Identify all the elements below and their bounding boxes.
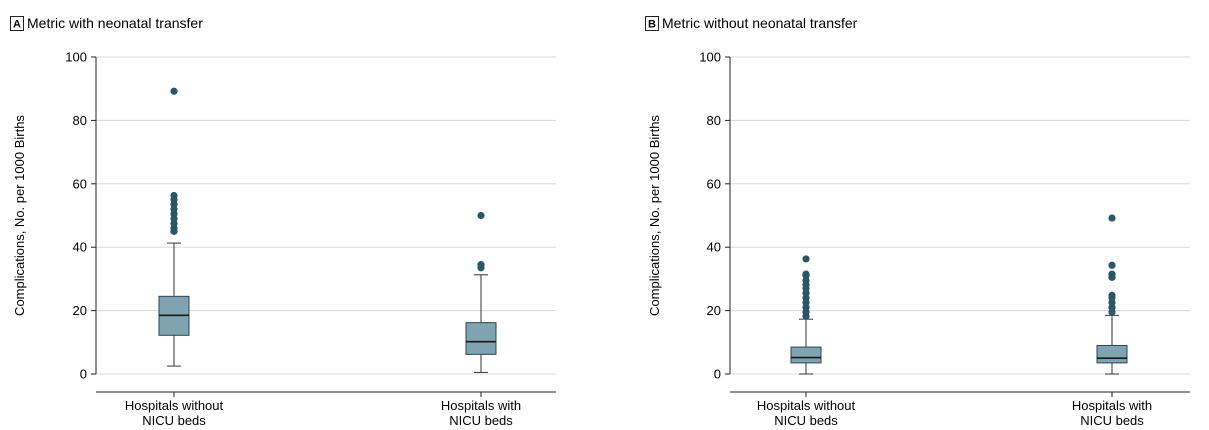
panel-letter-box [645,16,659,31]
y-axis-label: Complications, No. per 1000 Births [12,115,27,316]
y-tick-label: 40 [707,240,721,255]
box-group [1096,214,1128,397]
x-category-label: NICU beds [774,413,838,428]
outlier-point [170,191,178,200]
outlier-point [802,255,810,263]
y-tick-label: 20 [73,303,87,318]
box-group [465,211,497,397]
panel-title: Metric with neonatal transfer [27,15,203,31]
x-category-label: NICU beds [449,413,513,428]
box-group [790,255,822,397]
y-tick-label: 60 [73,176,87,191]
x-category-label: NICU beds [1080,413,1144,428]
outlier-point [1108,214,1116,222]
x-category-label: NICU beds [142,413,206,428]
panel-a: A Metric with neonatal transfer 0 20 40 60 80 1… [10,15,556,428]
y-tick-label: 0 [714,367,721,382]
x-category-label: Hospitals with [441,398,521,413]
box-iqr [1096,344,1128,364]
outlier-point [477,211,485,220]
x-category-label: Hospitals without [757,398,856,413]
outlier-point [170,87,178,95]
panel-title: Metric without neonatal transfer [662,15,858,31]
outlier-point [1108,270,1116,278]
x-category-label: Hospitals without [125,398,224,413]
y-tick-label: 60 [707,176,721,191]
y-tick-label: 80 [707,113,721,128]
panel-b: B Metric without neonatal transfer 0 20 40 60… [645,15,1190,428]
y-tick-label: 100 [699,50,721,65]
box-iqr [790,346,822,364]
y-axis-label: Complications, No. per 1000 Births [647,115,662,316]
y-tick-label: 0 [80,367,87,382]
y-tick-label: 40 [73,240,87,255]
outlier-point [477,261,485,269]
outlier-point [802,270,810,278]
box-iqr [465,322,497,355]
outlier-point [1108,261,1116,269]
outlier-point [1108,291,1116,299]
panel-letter: B [648,19,656,31]
y-tick-label: 80 [73,113,87,128]
panel-letter-box [10,16,24,31]
x-category-label: Hospitals with [1072,398,1152,413]
y-tick-label: 20 [707,303,721,318]
box-group [158,87,190,397]
y-tick-label: 100 [65,50,87,65]
panel-letter: A [13,19,21,31]
